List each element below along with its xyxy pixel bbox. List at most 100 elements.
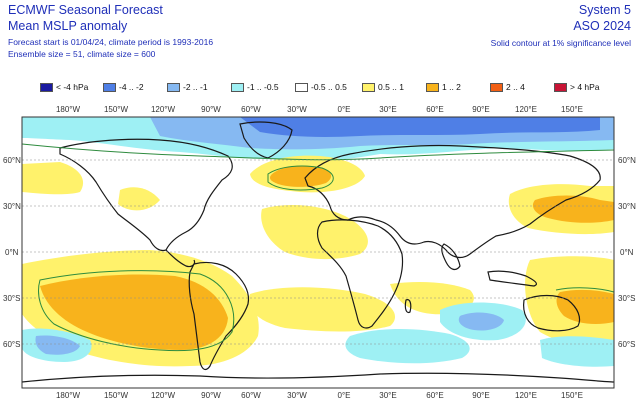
coast-europe-asia — [304, 144, 601, 259]
legend-swatch — [231, 82, 244, 92]
lon-label: 60°E — [426, 391, 443, 400]
coast-australia — [523, 294, 581, 332]
lon-label: 120°E — [515, 105, 537, 114]
legend-item: 1 .. 2 — [426, 81, 461, 93]
legend-label: 2 .. 4 — [506, 82, 525, 92]
contour-line — [38, 270, 235, 352]
coast-madagascar — [404, 299, 412, 314]
legend-swatch — [167, 82, 180, 92]
lon-label: 90°E — [472, 105, 489, 114]
legend-label: -0.5 .. 0.5 — [311, 82, 347, 92]
legend-item: 0.5 .. 1 — [362, 81, 404, 93]
lon-label: 180°W — [56, 105, 81, 114]
legend-label: > 4 hPa — [570, 82, 600, 92]
coastlines — [22, 121, 614, 383]
legend-item: -4 .. -2 — [103, 81, 144, 93]
lon-label: 120°E — [515, 391, 537, 400]
anomaly-positive-atlantic-core — [270, 165, 332, 187]
legend-swatch — [490, 82, 503, 92]
lon-label: 60°E — [426, 105, 443, 114]
anomaly-positive-npacific-west-core — [532, 195, 614, 223]
lon-label: 90°W — [201, 391, 221, 400]
lat-labels-left: 60°N 30°N 0°N 30°S 60°S — [3, 156, 21, 349]
coast-greenland — [239, 121, 293, 159]
legend-label: -1 .. -0.5 — [247, 82, 279, 92]
coast-indonesia — [487, 270, 538, 287]
coast-north-america — [59, 138, 233, 252]
legend-item: > 4 hPa — [554, 81, 600, 93]
lat-label: 30°S — [3, 294, 20, 303]
lon-label: 150°E — [561, 105, 583, 114]
lon-label: 60°W — [241, 105, 261, 114]
lon-label: 60°W — [241, 391, 261, 400]
legend-label: < -4 hPa — [56, 82, 89, 92]
coast-south-america — [188, 261, 250, 371]
lat-label: 30°N — [618, 202, 636, 211]
lon-label: 120°W — [151, 391, 176, 400]
coast-africa — [316, 219, 404, 329]
anomaly-positive-south-pacific-core — [40, 274, 228, 350]
lon-label: 120°W — [151, 105, 176, 114]
significance-contours — [22, 143, 614, 352]
lon-label: 0°E — [338, 105, 351, 114]
significance-note: Solid contour at 1% significance level — [490, 38, 631, 48]
lon-label: 30°W — [287, 105, 307, 114]
color-legend: < -4 hPa -4 .. -2 -2 .. -1 -1 .. -0.5 -0… — [40, 81, 620, 93]
anomaly-negative-south-indian-core — [458, 312, 504, 331]
legend-item: -2 .. -1 — [167, 81, 208, 93]
lat-labels-right: 60°N 30°N 0°N 30°S 60°S — [618, 156, 636, 349]
legend-swatch — [103, 82, 116, 92]
lon-label: 90°W — [201, 105, 221, 114]
lat-label: 0°N — [5, 248, 19, 257]
coast-india — [441, 243, 461, 271]
anomaly-positive-npacific-east — [22, 162, 84, 195]
lat-label: 30°N — [3, 202, 21, 211]
legend-label: 0.5 .. 1 — [378, 82, 404, 92]
lon-label: 150°W — [104, 391, 129, 400]
legend-item: -0.5 .. 0.5 — [295, 81, 347, 93]
lon-labels-bottom: 180°W 150°W 120°W 90°W 60°W 30°W 0°E 30°… — [56, 391, 583, 400]
anomaly-negative-south-indian — [345, 329, 470, 364]
legend-item: -1 .. -0.5 — [231, 81, 279, 93]
legend-label: -4 .. -2 — [119, 82, 144, 92]
lat-label: 60°N — [3, 156, 21, 165]
system-label: System 5 — [578, 3, 631, 17]
anomaly-negative-arctic-strong — [240, 117, 600, 137]
anomaly-map: 180°W 150°W 120°W 90°W 60°W 30°W 0°E 30°… — [3, 105, 636, 400]
map-title: ECMWF Seasonal Forecast — [8, 3, 163, 17]
lon-labels-top: 180°W 150°W 120°W 90°W 60°W 30°W 0°E 30°… — [56, 105, 583, 114]
legend-swatch — [426, 82, 439, 92]
period-label: ASO 2024 — [573, 19, 631, 33]
anomaly-positive-australia-core — [556, 289, 614, 324]
contour-line — [555, 287, 614, 293]
lon-label: 30°W — [287, 391, 307, 400]
lat-label: 60°N — [618, 156, 636, 165]
lon-label: 30°E — [379, 105, 396, 114]
lat-label: 60°S — [3, 340, 20, 349]
lat-label: 30°S — [618, 294, 635, 303]
map-subtitle: Mean MSLP anomaly — [8, 19, 128, 33]
legend-label: -2 .. -1 — [183, 82, 208, 92]
legend-label: 1 .. 2 — [442, 82, 461, 92]
contour-line — [22, 143, 614, 161]
lon-label: 30°E — [379, 391, 396, 400]
contour-line — [267, 165, 334, 191]
lon-label: 0°E — [338, 391, 351, 400]
lat-label: 0°N — [620, 248, 634, 257]
lon-label: 180°W — [56, 391, 81, 400]
lon-label: 150°W — [104, 105, 129, 114]
anomaly-negative-southern-ocean-core — [35, 335, 80, 355]
legend-swatch — [554, 82, 567, 92]
legend-swatch — [295, 82, 308, 92]
legend-swatch — [362, 82, 375, 92]
lat-label: 60°S — [618, 340, 635, 349]
legend-item: < -4 hPa — [40, 81, 88, 93]
anomaly-positive-north-america — [118, 187, 160, 211]
graticule — [22, 159, 614, 345]
legend-swatch — [40, 82, 53, 92]
coast-antarctica — [22, 372, 614, 383]
map-frame — [21, 116, 615, 389]
lon-label: 150°E — [561, 391, 583, 400]
legend-item: 2 .. 4 — [490, 81, 525, 93]
forecast-info: Forecast start is 01/04/24, climate peri… — [8, 37, 214, 47]
